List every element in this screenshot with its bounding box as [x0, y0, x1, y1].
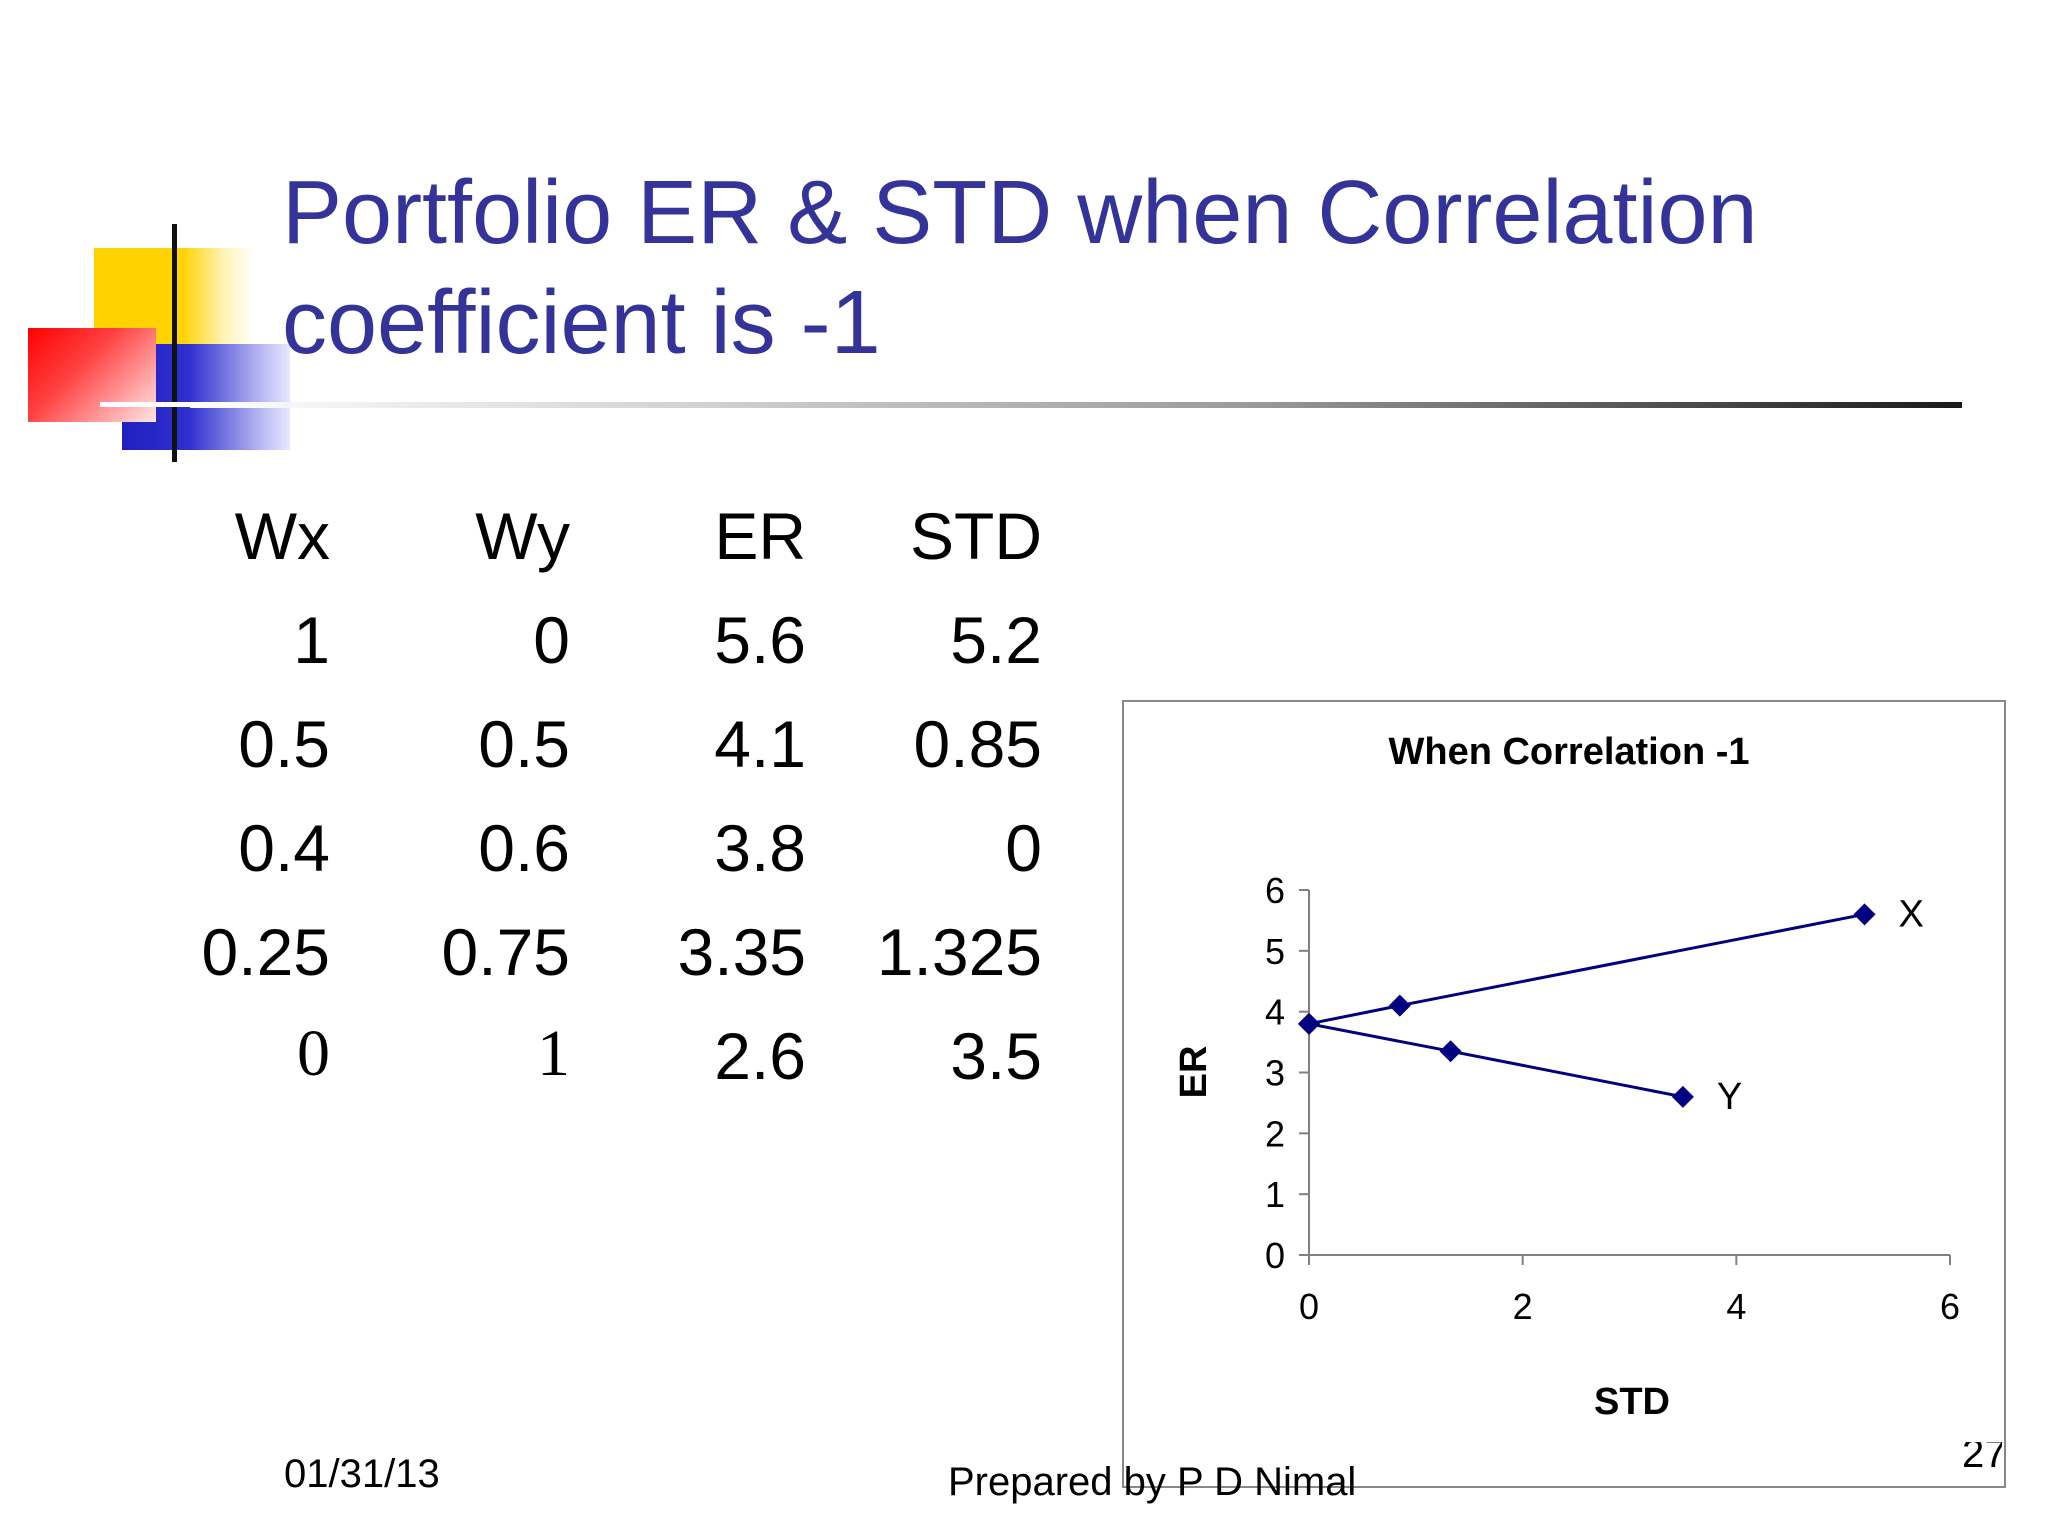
- table-cell: 0: [533, 603, 570, 677]
- data-point: [1853, 903, 1876, 926]
- table-cell: 0.75: [441, 915, 570, 989]
- data-point: [1439, 1040, 1462, 1063]
- title-underline: [190, 402, 1962, 408]
- slide-title: Portfolio ER & STD when Correlation coef…: [282, 163, 1758, 373]
- table-cell: 5.6: [714, 603, 806, 677]
- table-cell: 1: [537, 1017, 570, 1090]
- footer-date: 01/31/13: [284, 1452, 440, 1496]
- table-header-er: ER: [714, 499, 806, 573]
- table-header-std: STD: [910, 499, 1042, 573]
- series-line-y: [1308, 1022, 1684, 1099]
- table-cell: 0: [1005, 811, 1042, 885]
- chart-title: When Correlation -1: [1388, 731, 1749, 773]
- table-cell: 0.5: [238, 707, 330, 781]
- table-cell: 0.25: [201, 915, 330, 989]
- series-label-x: X: [1899, 893, 1924, 935]
- table-cell: 3.35: [677, 915, 806, 989]
- x-tick-label: 0: [1299, 1286, 1319, 1327]
- y-tick-label: 2: [1265, 1113, 1285, 1154]
- table-cell: 0.6: [478, 811, 570, 885]
- y-tick-label: 5: [1265, 931, 1285, 972]
- data-point: [1671, 1085, 1694, 1108]
- table-cell: 3.8: [714, 811, 806, 885]
- table-cell: 0.85: [913, 707, 1042, 781]
- table-cell: 1: [293, 603, 330, 677]
- y-axis-label: ER: [1173, 1046, 1215, 1099]
- table-cell: 0.5: [478, 707, 570, 781]
- data-point: [1298, 1012, 1320, 1035]
- y-tick-label: 1: [1265, 1174, 1285, 1215]
- table-header-wy: Wy: [475, 499, 570, 573]
- x-axis-label: STD: [1594, 1381, 1670, 1423]
- table-cell: 0: [297, 1017, 330, 1090]
- chart-ticks: 0 1 2 3 4 5 6 0 2 4 6: [1265, 870, 1960, 1327]
- table-cell: 1.325: [876, 915, 1042, 989]
- y-tick-label: 0: [1265, 1235, 1285, 1276]
- logo-horizontal-line: [100, 402, 190, 407]
- x-tick-label: 4: [1726, 1286, 1746, 1327]
- chart-axes: [1308, 890, 1950, 1256]
- y-tick-label: 4: [1265, 992, 1285, 1033]
- footer-author: Prepared by P D Nimal: [948, 1460, 1357, 1504]
- table-cell: 0.4: [238, 811, 330, 885]
- table-cell: 3.5: [950, 1019, 1042, 1093]
- chart-series: XY: [1298, 893, 1924, 1118]
- x-tick-label: 2: [1513, 1286, 1533, 1327]
- y-tick-label: 3: [1265, 1053, 1285, 1094]
- footer-page-number: 27: [1962, 1442, 2002, 1492]
- series-label-y: Y: [1717, 1076, 1742, 1118]
- table-cell: 5.2: [950, 603, 1042, 677]
- logo-vertical-line: [172, 224, 177, 462]
- y-tick-label: 6: [1265, 870, 1285, 911]
- table-header-wx: Wx: [234, 499, 330, 573]
- page-number-text: 27: [1962, 1442, 2002, 1476]
- x-tick-label: 6: [1940, 1286, 1960, 1327]
- logo-square-red: [28, 328, 156, 422]
- table-cell: 2.6: [714, 1019, 806, 1093]
- data-point: [1388, 994, 1411, 1017]
- table-cell: 4.1: [714, 707, 806, 781]
